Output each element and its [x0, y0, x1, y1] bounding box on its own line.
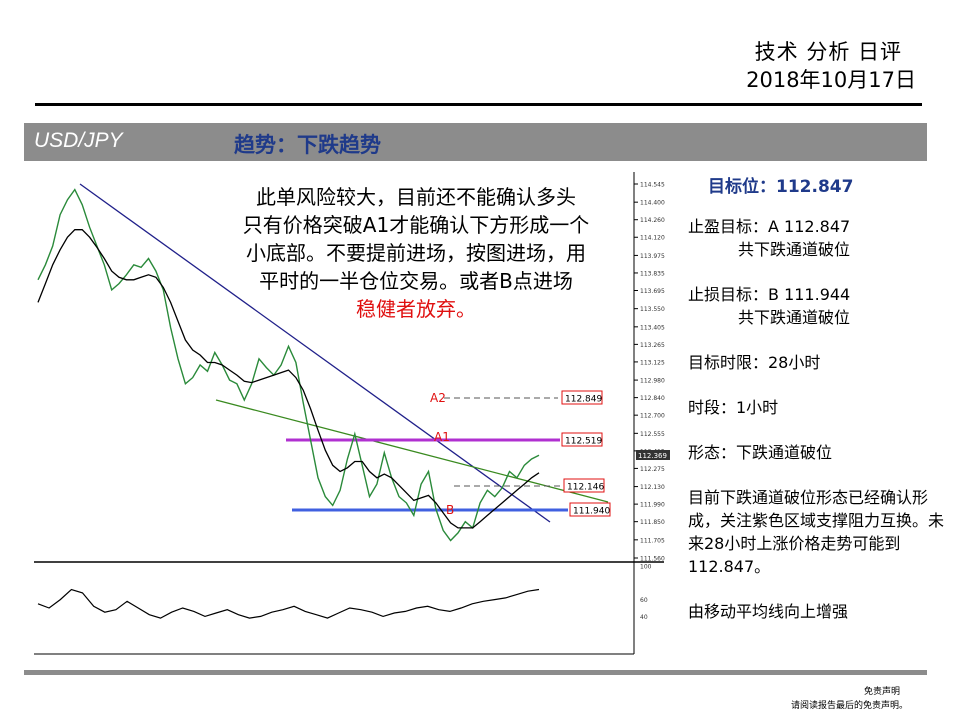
- analysis-panel: 目标位：112.847 止盈目标：A 112.847 共下跌通道破位 止损目标：…: [688, 176, 948, 623]
- level-tag-value: 112.849: [565, 395, 602, 405]
- y-tick-label: 112.275: [640, 466, 665, 473]
- y-tick-label: 113.125: [640, 359, 665, 366]
- osc-tick-label: 40: [640, 614, 648, 621]
- symbol-bar: USD/JPY 趋势：下跌趋势: [24, 123, 927, 161]
- report-date: 2018年10月17日: [746, 68, 916, 92]
- analysis-text: 目前下跌通道破位形态已经确认形成，关注紫色区域支撑阻力互换。未来28小时上涨价格…: [688, 488, 945, 576]
- note-line-5: 稳健者放弃。: [356, 297, 476, 321]
- y-tick-label: 113.695: [640, 288, 665, 295]
- moving-average: [37, 229, 540, 529]
- stop-loss-note: 共下跌通道破位: [738, 308, 851, 327]
- current-price-tag: 112.369: [636, 450, 670, 460]
- channel-lower-line: [215, 399, 609, 503]
- osc-tick-label: 100: [640, 564, 652, 571]
- y-tick-label: 112.840: [640, 395, 665, 402]
- note-line-3: 小底部。不要提前进场，按图进场，用: [246, 241, 586, 265]
- level-tag-value: 112.519: [565, 437, 602, 447]
- indicator-note: 由移动平均线向上增强: [688, 602, 849, 621]
- note-line-2: 只有价格突破A1才能确认下方形成一个: [242, 213, 590, 237]
- symbol-label: USD/JPY: [34, 129, 123, 152]
- timeframe: 时段：1小时: [688, 398, 779, 417]
- level-label: B: [446, 503, 454, 517]
- y-tick-label: 113.265: [640, 342, 665, 349]
- time-limit: 目标时限：28小时: [688, 353, 821, 372]
- y-tick-label: 114.120: [640, 235, 665, 242]
- trend-label: 趋势：下跌趋势: [234, 133, 381, 157]
- osc-tick-label: 60: [640, 597, 648, 604]
- y-tick-label: 114.400: [640, 200, 665, 207]
- header-rule: [35, 103, 922, 106]
- level-tag-value: 112.146: [567, 483, 604, 493]
- level-tag-box: [563, 478, 605, 493]
- level-tag-box: [561, 390, 603, 405]
- level-tag-value: 111.940: [573, 507, 610, 517]
- pattern: 形态：下跌通道破位: [688, 443, 833, 462]
- y-tick-label: 114.545: [640, 182, 665, 189]
- y-tick-label: 113.835: [640, 270, 665, 277]
- disclaimer-text: 请阅读报告最后的免责声明。: [790, 701, 908, 711]
- svg-text:112.369: 112.369: [638, 452, 667, 460]
- report-title: 技术 分析 日评: [754, 40, 902, 64]
- trade-note: 此单风险较大，目前还不能确认多头 只有价格突破A1才能确认下方形成一个 小底部。…: [196, 183, 636, 323]
- price-series: [37, 188, 540, 542]
- bottom-rule: [24, 670, 927, 675]
- y-tick-label: 112.130: [640, 484, 665, 491]
- note-line-4: 平时的一半仓位交易。或者B点进场: [259, 269, 573, 293]
- y-tick-label: 113.975: [640, 253, 665, 260]
- y-tick-label: 111.990: [640, 502, 665, 509]
- target-level: 目标位：112.847: [708, 177, 854, 197]
- y-tick-label: 111.850: [640, 519, 665, 526]
- disclaimer-title: 免责声明: [863, 687, 900, 697]
- y-tick-label: 113.550: [640, 306, 665, 313]
- take-profit: 止盈目标：A 112.847: [688, 217, 851, 236]
- stop-loss: 止损目标：B 111.944: [688, 285, 851, 304]
- y-tick-label: 113.405: [640, 324, 665, 331]
- take-profit-note: 共下跌通道破位: [738, 240, 851, 259]
- y-tick-label: 111.560: [640, 556, 665, 563]
- y-tick-label: 114.260: [640, 217, 665, 224]
- level-label: A1: [434, 430, 450, 444]
- level-label: A2: [430, 391, 446, 405]
- note-line-1: 此单风险较大，目前还不能确认多头: [256, 185, 576, 209]
- price-chart: 114.545 114.400 114.260 114.120 113.975 113.8…: [34, 172, 670, 655]
- level-tag-box: [561, 432, 603, 447]
- y-tick-label: 112.700: [640, 413, 665, 420]
- channel-upper-line: [79, 183, 551, 523]
- y-tick-label: 111.705: [640, 537, 665, 544]
- y-tick-label: 112.980: [640, 378, 665, 385]
- level-tag-box: [569, 502, 611, 517]
- y-tick-label: 112.555: [640, 431, 665, 438]
- oscillator-series: [37, 588, 540, 619]
